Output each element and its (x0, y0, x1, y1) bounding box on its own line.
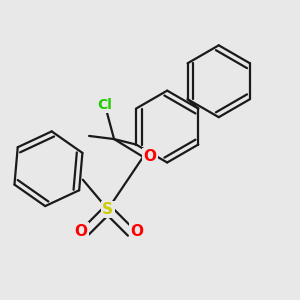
Text: S: S (102, 202, 113, 217)
Text: O: O (74, 224, 87, 238)
Text: Cl: Cl (98, 98, 112, 112)
Text: O: O (143, 149, 157, 164)
Text: O: O (130, 224, 143, 238)
